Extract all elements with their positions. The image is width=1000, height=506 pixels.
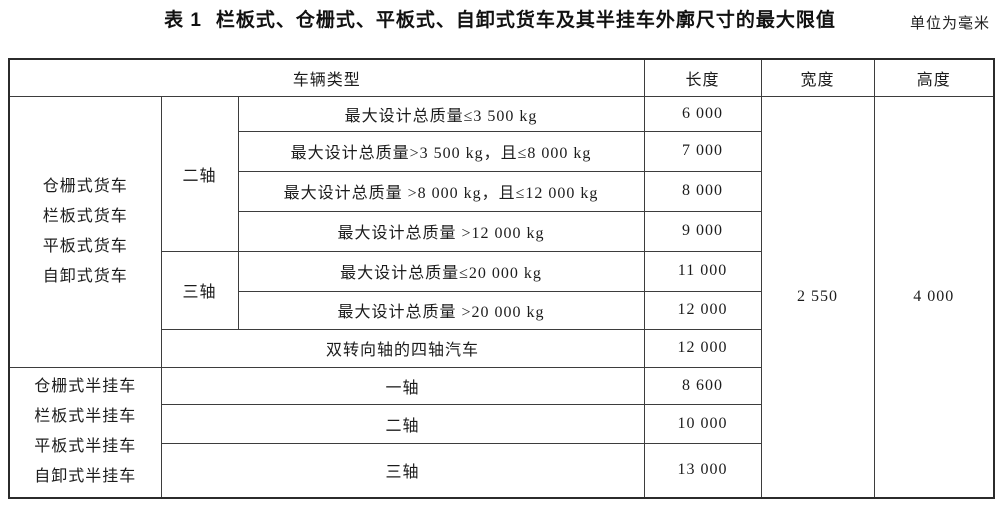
criteria-cell: 最大设计总质量 >12 000 kg — [237, 210, 645, 252]
truck-type-line: 平板式货车 — [42, 237, 128, 255]
table-row: 三轴 13 000 — [9, 442, 994, 499]
table-number-label: 表 1 — [164, 10, 202, 31]
truck-type-line: 仓栅式货车 — [42, 177, 128, 195]
criteria-cell: 二轴 — [160, 403, 645, 444]
table-row: 仓栅式货车 栏板式货车 平板式货车 自卸式货车 二轴 最大设计总质量≤3 500… — [8, 95, 995, 499]
header-vehicle-type: 车辆类型 — [8, 58, 645, 97]
header-width: 宽度 — [760, 58, 875, 97]
header-height: 高度 — [873, 58, 995, 97]
length-value-cell: 10 000 — [643, 403, 762, 444]
table-row: 三轴 最大设计总质量≤20 000 kg 11 000 — [9, 250, 994, 330]
criteria-cell: 最大设计总质量≤3 500 kg — [237, 95, 645, 132]
unit-note: 单位为毫米 — [909, 16, 990, 32]
table-title: 栏板式、仓栅式、平板式、自卸式货车及其半挂车外廓尺寸的最大限值 — [215, 10, 836, 31]
criteria-cell: 最大设计总质量 >8 000 kg，且≤12 000 kg — [237, 170, 645, 212]
table-row: 仓栅式半挂车 栏板式半挂车 平板式半挂车 自卸式半挂车 一轴 8 600 — [8, 366, 994, 499]
length-value-cell: 8 000 — [643, 170, 762, 212]
header-row: 车辆类型 长度 宽度 高度 — [8, 58, 995, 97]
criteria-cell: 双转向轴的四轴汽车 — [160, 328, 645, 368]
height-value-cell: 4 000 — [873, 95, 995, 499]
length-value-cell: 8 600 — [643, 366, 762, 405]
truck-type-line: 自卸式货车 — [42, 267, 128, 285]
semitrailer-type-line: 栏板式半挂车 — [34, 408, 137, 426]
length-value-cell: 12 000 — [643, 328, 762, 368]
truck-type-line: 栏板式货车 — [42, 207, 128, 225]
criteria-cell: 一轴 — [160, 366, 645, 405]
truck-group-cell: 仓栅式货车 栏板式货车 平板式货车 自卸式货车 — [8, 95, 162, 368]
semitrailer-type-line: 自卸式半挂车 — [34, 468, 137, 486]
header-length: 长度 — [643, 58, 762, 97]
table-row: 最大设计总质量>3 500 kg，且≤8 000 kg 7 000 — [9, 130, 994, 172]
table-row: 最大设计总质量 >12 000 kg 9 000 — [9, 210, 994, 252]
length-value-cell: 7 000 — [643, 130, 762, 172]
length-value-cell: 11 000 — [643, 250, 762, 292]
axle-2-cell: 二轴 — [160, 95, 239, 252]
table-caption-row: 表 1 栏板式、仓栅式、平板式、自卸式货车及其半挂车外廓尺寸的最大限值 单位为毫米 — [0, 8, 1000, 34]
table-row: 双转向轴的四轴汽车 12 000 — [9, 328, 994, 368]
table-row: 最大设计总质量 >20 000 kg 12 000 — [9, 290, 994, 330]
axle-3-cell: 三轴 — [160, 250, 239, 330]
criteria-cell: 最大设计总质量>3 500 kg，且≤8 000 kg — [237, 130, 645, 172]
length-value-cell: 6 000 — [643, 95, 762, 132]
semitrailer-type-line: 仓栅式半挂车 — [34, 378, 137, 396]
dimension-limits-table: 车辆类型 长度 宽度 高度 仓栅式货车 栏板式货车 平板式货车 自卸式货车 二轴… — [8, 58, 995, 499]
length-value-cell: 13 000 — [643, 442, 762, 499]
criteria-cell: 最大设计总质量≤20 000 kg — [237, 250, 645, 292]
table-caption: 表 1 栏板式、仓栅式、平板式、自卸式货车及其半挂车外廓尺寸的最大限值 — [0, 8, 1000, 34]
length-value-cell: 9 000 — [643, 210, 762, 252]
criteria-cell: 三轴 — [160, 442, 645, 499]
semitrailer-type-line: 平板式半挂车 — [34, 438, 137, 456]
width-value-cell: 2 550 — [760, 95, 875, 499]
length-value-cell: 12 000 — [643, 290, 762, 330]
table-row: 最大设计总质量 >8 000 kg，且≤12 000 kg 8 000 — [9, 170, 994, 212]
criteria-cell: 最大设计总质量 >20 000 kg — [237, 290, 645, 330]
semitrailer-group-cell: 仓栅式半挂车 栏板式半挂车 平板式半挂车 自卸式半挂车 — [8, 366, 162, 499]
table-row: 二轴 10 000 — [9, 403, 994, 444]
